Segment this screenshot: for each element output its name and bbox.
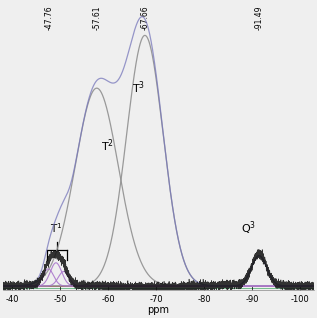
Text: T$^2$: T$^2$ [101,137,114,154]
Text: -91.49: -91.49 [255,6,263,30]
Text: -67.66: -67.66 [140,5,149,30]
Text: Q$^3$: Q$^3$ [241,220,256,237]
Text: T$^1$: T$^1$ [50,221,63,235]
Text: -57.61: -57.61 [92,6,101,30]
Text: T$^3$: T$^3$ [132,80,145,96]
Text: -47.76: -47.76 [45,5,54,30]
X-axis label: ppm: ppm [147,305,170,315]
